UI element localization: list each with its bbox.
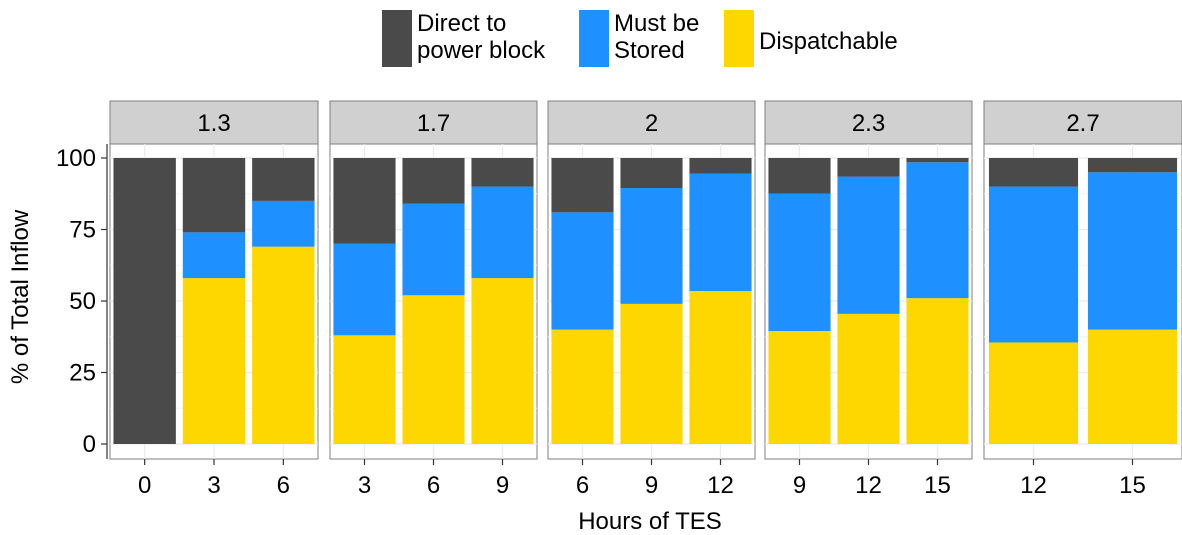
- x-tick-label: 15: [924, 472, 951, 499]
- facet-panel: 2.7 12 15: [983, 100, 1182, 499]
- x-tick-label: 12: [707, 472, 734, 499]
- y-tick-label: 50: [69, 288, 96, 315]
- x-axis-title: Hours of TES: [578, 508, 722, 535]
- facet-strip-label: 1.3: [197, 110, 230, 137]
- bar-segment-dispatchable: [252, 246, 315, 444]
- x-tick-label: 0: [138, 472, 151, 499]
- bar-segment-dispatchable: [620, 303, 683, 444]
- facet-panel: 2.3 9 12 15: [764, 100, 973, 499]
- bar-segment-dispatchable: [768, 331, 831, 444]
- x-tick-label: 9: [645, 472, 658, 499]
- y-tick-label: 100: [56, 145, 96, 172]
- x-tick-label: 6: [277, 472, 290, 499]
- x-tick-label: 9: [793, 472, 806, 499]
- legend-swatch-stored: [579, 10, 609, 67]
- facet-strip: [329, 100, 538, 145]
- bar-segment-dispatchable: [333, 335, 396, 444]
- x-tick-label: 3: [207, 472, 220, 499]
- x-tick-label: 3: [358, 472, 371, 499]
- bar-segment-must-be-stored: [182, 232, 246, 279]
- bar-segment-direct-to-power-block: [252, 158, 315, 201]
- y-axis: 0 25 50 75 100: [56, 144, 108, 459]
- bar-segment-dispatchable: [906, 298, 969, 444]
- bar-segment-must-be-stored: [471, 186, 534, 279]
- x-tick-label: 6: [576, 472, 589, 499]
- y-tick-label: 0: [83, 431, 96, 458]
- bar-segment-direct-to-power-block: [333, 158, 396, 244]
- bar-segment-dispatchable: [471, 278, 534, 444]
- facet-panel: 2 6 9 12: [547, 100, 756, 499]
- bar-segment-dispatchable: [689, 290, 752, 444]
- bar-segment-direct-to-power-block: [471, 158, 534, 187]
- legend-label-stored: Must be Stored: [614, 10, 706, 64]
- bar-segment-direct-to-power-block: [988, 158, 1079, 187]
- y-tick-label: 75: [69, 217, 96, 244]
- legend-label-direct: Direct to power block: [417, 10, 546, 64]
- bar-segment-must-be-stored: [837, 176, 900, 314]
- facet-strip-label: 2: [645, 110, 658, 137]
- bar-segment-must-be-stored: [402, 203, 465, 296]
- bar-segment-must-be-stored: [906, 162, 969, 299]
- legend-label-dispatchable: Dispatchable: [759, 28, 898, 55]
- bar-segment-direct-to-power-block: [1087, 158, 1178, 173]
- facet-strip: [547, 100, 756, 145]
- bar-segment-direct-to-power-block: [620, 158, 683, 189]
- facet-strip-label: 1.7: [417, 110, 450, 137]
- bar-segment-must-be-stored: [1087, 172, 1178, 330]
- x-tick-label: 15: [1119, 472, 1146, 499]
- facet-panel: 1.7 3 6 9: [329, 100, 538, 499]
- bar-segment-direct-to-power-block: [402, 158, 465, 204]
- bar-segment-dispatchable: [1087, 329, 1178, 444]
- x-tick-label: 6: [427, 472, 440, 499]
- facet-strip: [764, 100, 973, 145]
- facet-panel: 1.3 0 3 6: [109, 100, 319, 499]
- bar-segment-direct-to-power-block: [837, 158, 900, 177]
- legend: Direct to power block Must be Stored Dis…: [382, 10, 898, 67]
- bar-segment-must-be-stored: [252, 200, 315, 247]
- bar-segment-direct-to-power-block: [689, 158, 752, 174]
- legend-swatch-direct: [382, 10, 412, 67]
- bar-segment-direct-to-power-block: [768, 158, 831, 194]
- x-tick-label: 9: [496, 472, 509, 499]
- y-axis-title: % of Total Inflow: [7, 209, 34, 384]
- bar-segment-dispatchable: [988, 342, 1079, 444]
- bar-segment-dispatchable: [182, 278, 246, 444]
- bar-segment-must-be-stored: [551, 212, 614, 330]
- y-tick-label: 25: [69, 360, 96, 387]
- facet-panels: 1.3 0 3 6 1.7 3 6 9 2 6 9 12 2.3 9 12 15 2.7 12 15: [109, 100, 1182, 499]
- bar-segment-direct-to-power-block: [551, 158, 614, 213]
- bar-segment-must-be-stored: [689, 173, 752, 291]
- facet-strip-label: 2.3: [852, 110, 885, 137]
- bar-segment-must-be-stored: [988, 186, 1079, 343]
- bar-segment-must-be-stored: [768, 193, 831, 332]
- bar-segment-dispatchable: [402, 295, 465, 444]
- x-tick-label: 12: [1020, 472, 1047, 499]
- legend-swatch-dispatchable: [724, 10, 754, 67]
- bar-segment-dispatchable: [551, 329, 614, 444]
- bar-segment-direct-to-power-block: [113, 158, 176, 444]
- bar-segment-direct-to-power-block: [906, 158, 969, 163]
- facet-strip-label: 2.7: [1066, 110, 1099, 137]
- bar-segment-must-be-stored: [620, 188, 683, 304]
- x-tick-label: 12: [855, 472, 882, 499]
- bar-segment-must-be-stored: [333, 243, 396, 336]
- bar-segment-direct-to-power-block: [182, 158, 246, 233]
- bar-segment-dispatchable: [837, 313, 900, 444]
